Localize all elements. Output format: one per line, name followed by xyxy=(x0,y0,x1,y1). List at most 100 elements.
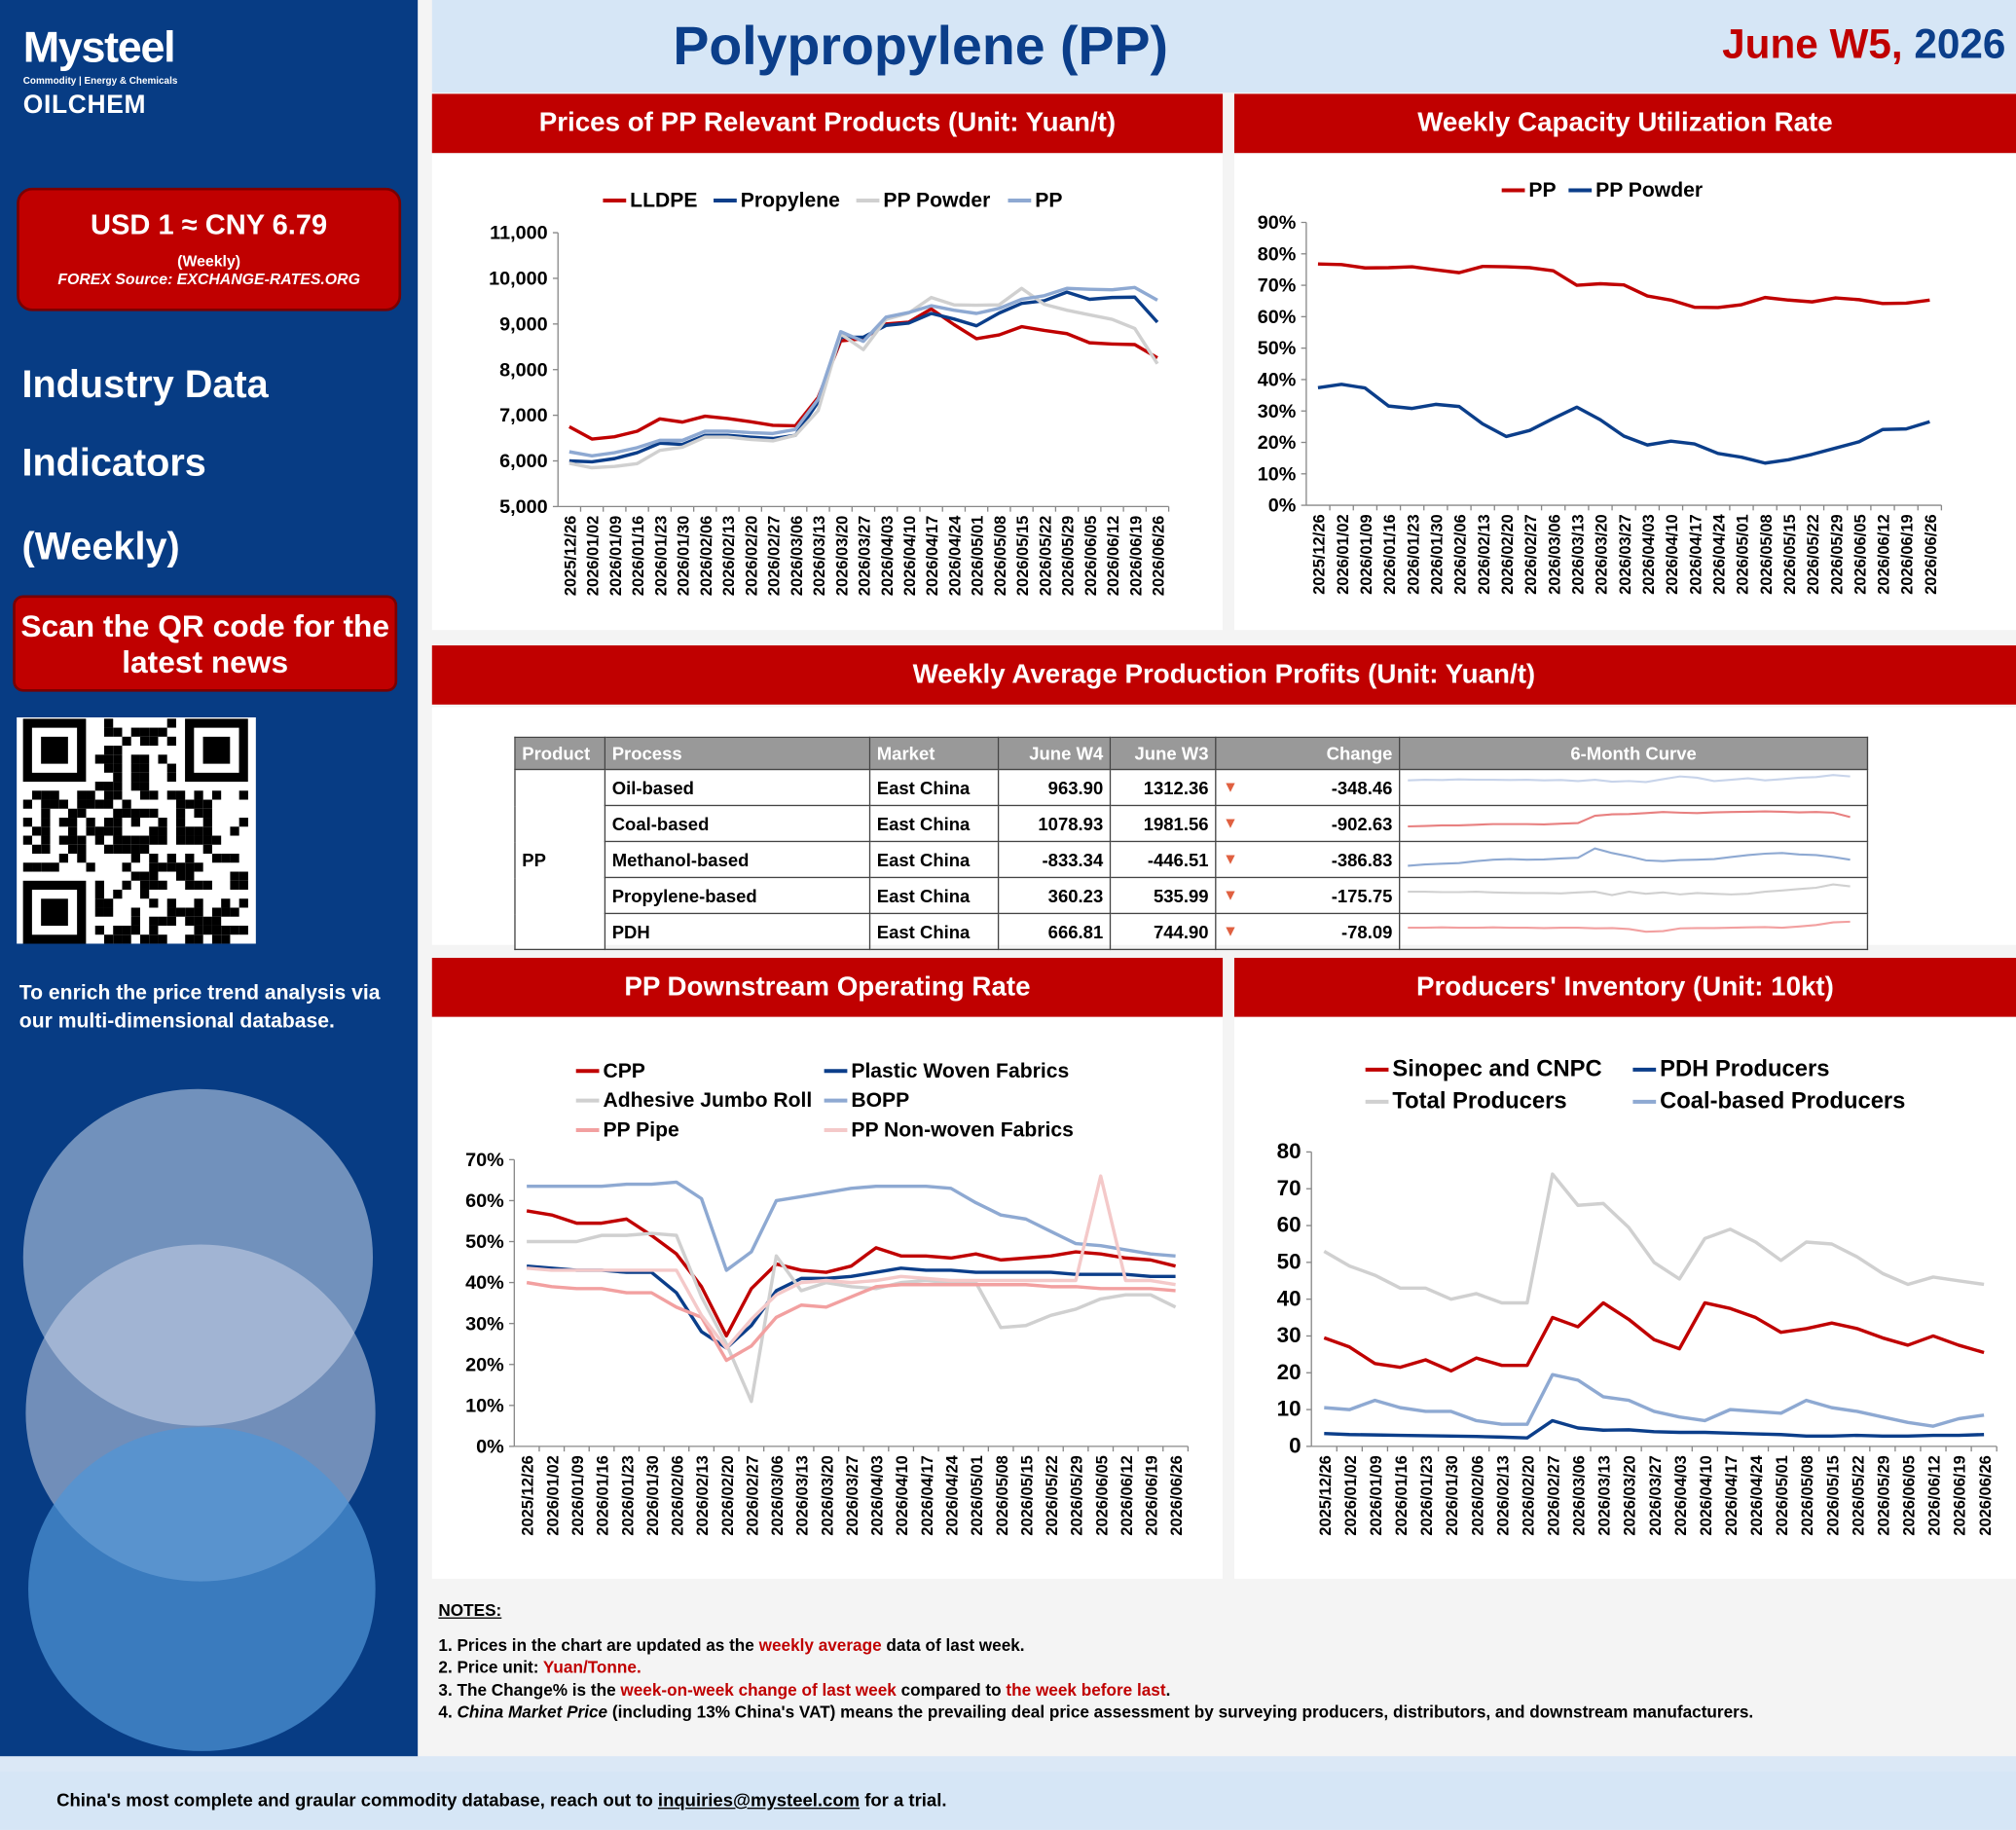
qr-module xyxy=(175,862,186,872)
qr-module xyxy=(77,799,87,809)
sparkline-line xyxy=(1408,883,1851,897)
x-tick-label: 2026/05/15 xyxy=(1781,514,1799,595)
qr-scan-button[interactable]: Scan the QR code for the latest news xyxy=(13,595,398,692)
x-tick-label: 2026/05/08 xyxy=(1799,1455,1816,1536)
x-tick-label: 2026/01/16 xyxy=(595,1455,612,1536)
qr-module xyxy=(94,880,104,890)
qr-module xyxy=(194,898,203,908)
qr-module xyxy=(32,790,42,800)
x-tick-label: 2026/06/26 xyxy=(1151,516,1168,597)
qr-module xyxy=(58,854,69,863)
process-cell: PDH xyxy=(604,912,871,951)
qr-module xyxy=(139,772,150,783)
profits-table: Product Process Market June W4 June W3 C… xyxy=(514,736,1869,951)
footer-email-link[interactable]: inquiries@mysteel.com xyxy=(657,1789,861,1811)
legend-label: PP Pipe xyxy=(603,1119,679,1142)
x-tick-label: 2026/03/27 xyxy=(857,516,874,597)
qr-module xyxy=(58,818,69,827)
x-tick-label: 2026/05/29 xyxy=(1060,516,1078,597)
process-cell: Coal-based xyxy=(604,804,871,843)
qr-module xyxy=(230,826,239,836)
qr-module xyxy=(130,907,140,917)
qr-module xyxy=(113,782,123,791)
x-tick-label: 2026/06/19 xyxy=(1127,516,1145,597)
x-tick-label: 2026/01/02 xyxy=(585,516,603,597)
sparkline-cell xyxy=(1399,768,1869,807)
col-market: Market xyxy=(868,736,1000,771)
y-tick-label: 70% xyxy=(1258,275,1297,297)
qr-module xyxy=(130,835,140,845)
x-tick-label: 2026/02/06 xyxy=(1452,514,1470,595)
change-cell: ▼ -175.75 xyxy=(1215,876,1401,915)
change-cell: ▼ -78.09 xyxy=(1215,912,1401,951)
x-tick-label: 2026/03/13 xyxy=(1569,514,1587,595)
qr-module xyxy=(194,835,203,845)
x-tick-label: 2026/06/12 xyxy=(1118,1455,1136,1536)
qr-module xyxy=(175,826,186,836)
x-tick-label: 2026/04/17 xyxy=(919,1455,936,1536)
x-tick-label: 2026/04/03 xyxy=(879,516,897,597)
w3-cell: 1312.36 xyxy=(1109,768,1217,807)
x-tick-label: 2026/04/17 xyxy=(1723,1455,1741,1536)
change-cell: ▼ -386.83 xyxy=(1215,840,1401,879)
x-tick-label: 2026/05/01 xyxy=(970,516,987,597)
qr-module xyxy=(50,862,59,872)
x-tick-label: 2026/04/03 xyxy=(1640,514,1658,595)
qr-module xyxy=(139,727,150,737)
down-arrow-icon: ▼ xyxy=(1223,813,1238,831)
y-tick-label: 5,000 xyxy=(499,496,548,518)
series-line-pp xyxy=(1317,262,1930,310)
down-arrow-icon: ▼ xyxy=(1223,777,1238,795)
qr-module xyxy=(230,925,239,935)
market-cell: East China xyxy=(868,804,1000,843)
qr-module xyxy=(211,925,222,935)
qr-module xyxy=(202,844,212,855)
qr-module xyxy=(139,835,150,845)
x-tick-label: 2026/06/05 xyxy=(1082,516,1100,597)
qr-module xyxy=(158,835,167,845)
qr-module xyxy=(185,907,195,917)
qr-module xyxy=(103,907,114,917)
series-line-pp-pipe xyxy=(526,1280,1176,1363)
qr-module xyxy=(238,790,248,800)
qr-module xyxy=(194,880,203,890)
qr-module xyxy=(139,763,150,773)
series-line-pp-powder xyxy=(568,286,1159,470)
col-w3: June W3 xyxy=(1109,736,1217,771)
x-tick-label: 2026/03/20 xyxy=(1622,1455,1639,1536)
x-tick-label: 2026/02/27 xyxy=(1522,514,1540,595)
qr-module xyxy=(41,818,51,827)
qr-module xyxy=(194,808,203,819)
qr-module xyxy=(139,736,150,747)
qr-module xyxy=(139,871,150,881)
fx-rate: USD 1 ≈ CNY 6.79 xyxy=(91,207,328,240)
table-row: Propylene-based East China 360.23 535.99 ▼ -1… xyxy=(515,876,1869,915)
sparkline xyxy=(1408,883,1851,897)
qr-module xyxy=(166,907,176,917)
qr-module xyxy=(238,818,248,827)
qr-module xyxy=(158,916,167,926)
qr-module xyxy=(166,898,176,908)
qr-module xyxy=(149,854,159,863)
y-tick-label: 40% xyxy=(465,1272,504,1294)
qr-module xyxy=(166,916,176,926)
qr-code[interactable] xyxy=(17,717,256,944)
qr-module xyxy=(68,808,78,819)
qr-module xyxy=(194,799,203,809)
sidebar: Mysteel Commodity | Energy & Chemicals O… xyxy=(0,0,419,1757)
qr-module xyxy=(149,727,159,737)
x-tick-label: 2026/01/23 xyxy=(619,1455,637,1536)
qr-module xyxy=(202,925,212,935)
notes: NOTES: 1. Prices in the chart are update… xyxy=(438,1599,1753,1723)
y-tick-label: 10% xyxy=(1258,463,1297,485)
qr-module xyxy=(230,880,239,890)
qr-module xyxy=(149,898,159,908)
x-tick-label: 2026/05/15 xyxy=(1018,1455,1036,1536)
qr-module xyxy=(113,763,123,773)
x-tick-label: 2026/02/13 xyxy=(1476,514,1493,595)
legend-label: Sinopec and CNPC xyxy=(1392,1056,1601,1082)
qr-module xyxy=(149,826,159,836)
qr-module xyxy=(221,925,231,935)
mysteel-logo[interactable]: Mysteel Commodity | Energy & Chemicals O… xyxy=(22,22,178,120)
market-cell: East China xyxy=(868,912,1000,951)
